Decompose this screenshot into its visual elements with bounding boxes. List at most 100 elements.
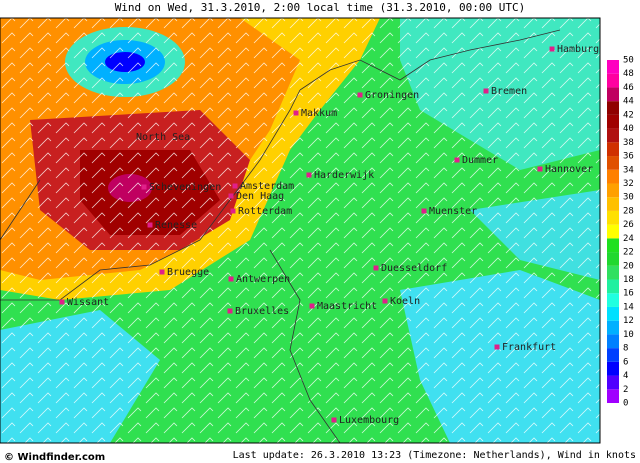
legend-swatch bbox=[607, 334, 619, 349]
legend-swatch bbox=[607, 265, 619, 280]
place-label: Muenster bbox=[429, 206, 477, 217]
legend-tick-label: 30 bbox=[623, 193, 634, 203]
legend-swatch bbox=[607, 183, 619, 198]
legend-swatch bbox=[607, 252, 619, 266]
place-label: Frankfurt bbox=[502, 342, 556, 353]
legend-swatch bbox=[607, 60, 619, 74]
legend-tick-label: 50 bbox=[623, 56, 634, 66]
place-label: Renesse bbox=[155, 220, 197, 231]
legend-swatch bbox=[607, 361, 619, 376]
city-marker bbox=[357, 92, 363, 98]
legend-swatch bbox=[607, 293, 619, 307]
legend-swatch bbox=[607, 279, 619, 294]
place-label: Harderwijk bbox=[314, 170, 374, 181]
legend-tick-label: 38 bbox=[623, 138, 634, 148]
legend-tick-label: 16 bbox=[623, 289, 634, 299]
legend-swatch bbox=[607, 169, 619, 184]
legend: 0 2 46 8 10 12 14 16 18 20 22 24 26 28 30 32 34 36 38 40 42 4… bbox=[607, 56, 634, 409]
legend-tick-label: 20 bbox=[623, 261, 634, 271]
legend-tick-label: 40 bbox=[623, 124, 634, 134]
title: Wind on Wed, 31.3.2010, 2:00 local time … bbox=[115, 1, 526, 14]
city-marker bbox=[228, 193, 234, 199]
place-label: Bruegge bbox=[167, 267, 209, 278]
city-marker bbox=[228, 276, 234, 282]
city-marker bbox=[421, 208, 427, 214]
place-label: Koeln bbox=[390, 296, 420, 307]
legend-swatch bbox=[607, 375, 619, 390]
city-marker bbox=[227, 308, 233, 314]
city-marker bbox=[141, 184, 147, 190]
legend-swatch bbox=[607, 210, 619, 225]
city-marker bbox=[549, 46, 555, 52]
place-label: Hamburg bbox=[557, 44, 599, 55]
city-marker bbox=[483, 88, 489, 94]
city-marker bbox=[331, 417, 337, 423]
legend-tick-label: 2 bbox=[623, 385, 628, 395]
city-marker bbox=[59, 299, 65, 305]
place-label: Amsterdam bbox=[240, 181, 294, 192]
place-label: North Sea bbox=[136, 132, 190, 143]
legend-swatch bbox=[607, 128, 619, 143]
legend-swatch bbox=[607, 156, 619, 170]
legend-tick-label: 24 bbox=[623, 234, 634, 244]
legend-tick-label: 46 bbox=[623, 83, 634, 93]
map-field bbox=[0, 18, 600, 443]
city-marker bbox=[373, 265, 379, 271]
legend-swatch bbox=[607, 306, 619, 321]
city-marker bbox=[230, 208, 236, 214]
city-marker bbox=[159, 269, 165, 275]
legend-swatch bbox=[607, 87, 619, 102]
legend-tick-label: 8 bbox=[623, 344, 628, 354]
place-label: Makkum bbox=[301, 108, 337, 119]
legend-tick-label: 26 bbox=[623, 220, 634, 230]
legend-tick-label: 12 bbox=[623, 316, 634, 326]
place-label: Luxembourg bbox=[339, 415, 399, 426]
place-label: Hannover bbox=[545, 164, 593, 175]
place-label: Antwerpen bbox=[236, 274, 290, 285]
legend-tick-label: 42 bbox=[623, 110, 634, 120]
legend-tick-label: 0 bbox=[623, 399, 628, 409]
place-labels: Hamburg Bremen Groningen Makkum North Sea Har… bbox=[59, 44, 599, 426]
place-label: Groningen bbox=[365, 90, 419, 101]
city-marker bbox=[306, 172, 312, 178]
city-marker bbox=[147, 222, 153, 228]
place-label: Bremen bbox=[491, 86, 527, 97]
legend-swatch bbox=[607, 348, 619, 362]
place-label: Bruxelles bbox=[235, 306, 289, 317]
city-marker bbox=[454, 157, 460, 163]
legend-tick-label: 34 bbox=[623, 165, 634, 175]
place-label: Dummer bbox=[462, 155, 498, 166]
legend-tick-label: 36 bbox=[623, 152, 634, 162]
place-label: Scheveningen bbox=[149, 182, 221, 193]
legend-swatch bbox=[607, 73, 619, 88]
footer-note: Last update: 26.3.2010 13:23 (Timezone: … bbox=[233, 450, 636, 461]
brand: © Windfinder.com bbox=[4, 452, 105, 463]
legend-tick-label: 28 bbox=[623, 206, 634, 216]
legend-tick-label: 4 bbox=[623, 371, 628, 381]
legend-tick-label: 10 bbox=[623, 330, 634, 340]
legend-swatch bbox=[607, 197, 619, 211]
legend-swatch bbox=[607, 389, 619, 403]
legend-swatch bbox=[607, 114, 619, 129]
legend-tick-label: 14 bbox=[623, 302, 634, 312]
place-label: Den Haag bbox=[236, 191, 284, 202]
place-label: Duesseldorf bbox=[381, 263, 447, 274]
legend-swatch bbox=[607, 320, 619, 335]
place-label: Rotterdam bbox=[238, 206, 292, 217]
city-marker bbox=[232, 183, 238, 189]
legend-tick-label: 18 bbox=[623, 275, 634, 285]
city-marker bbox=[494, 344, 500, 350]
legend-tick-label: 32 bbox=[623, 179, 634, 189]
legend-swatch bbox=[607, 238, 619, 253]
legend-swatch bbox=[607, 101, 619, 115]
legend-swatch bbox=[607, 142, 619, 157]
legend-tick-label: 44 bbox=[623, 97, 634, 107]
place-label: Wissant bbox=[67, 297, 109, 308]
city-marker bbox=[382, 298, 388, 304]
legend-tick-label: 22 bbox=[623, 248, 634, 258]
legend-tick-label: 48 bbox=[623, 69, 634, 79]
legend-swatch bbox=[607, 224, 619, 239]
place-label: Maastricht bbox=[317, 301, 377, 312]
city-marker bbox=[293, 110, 299, 116]
